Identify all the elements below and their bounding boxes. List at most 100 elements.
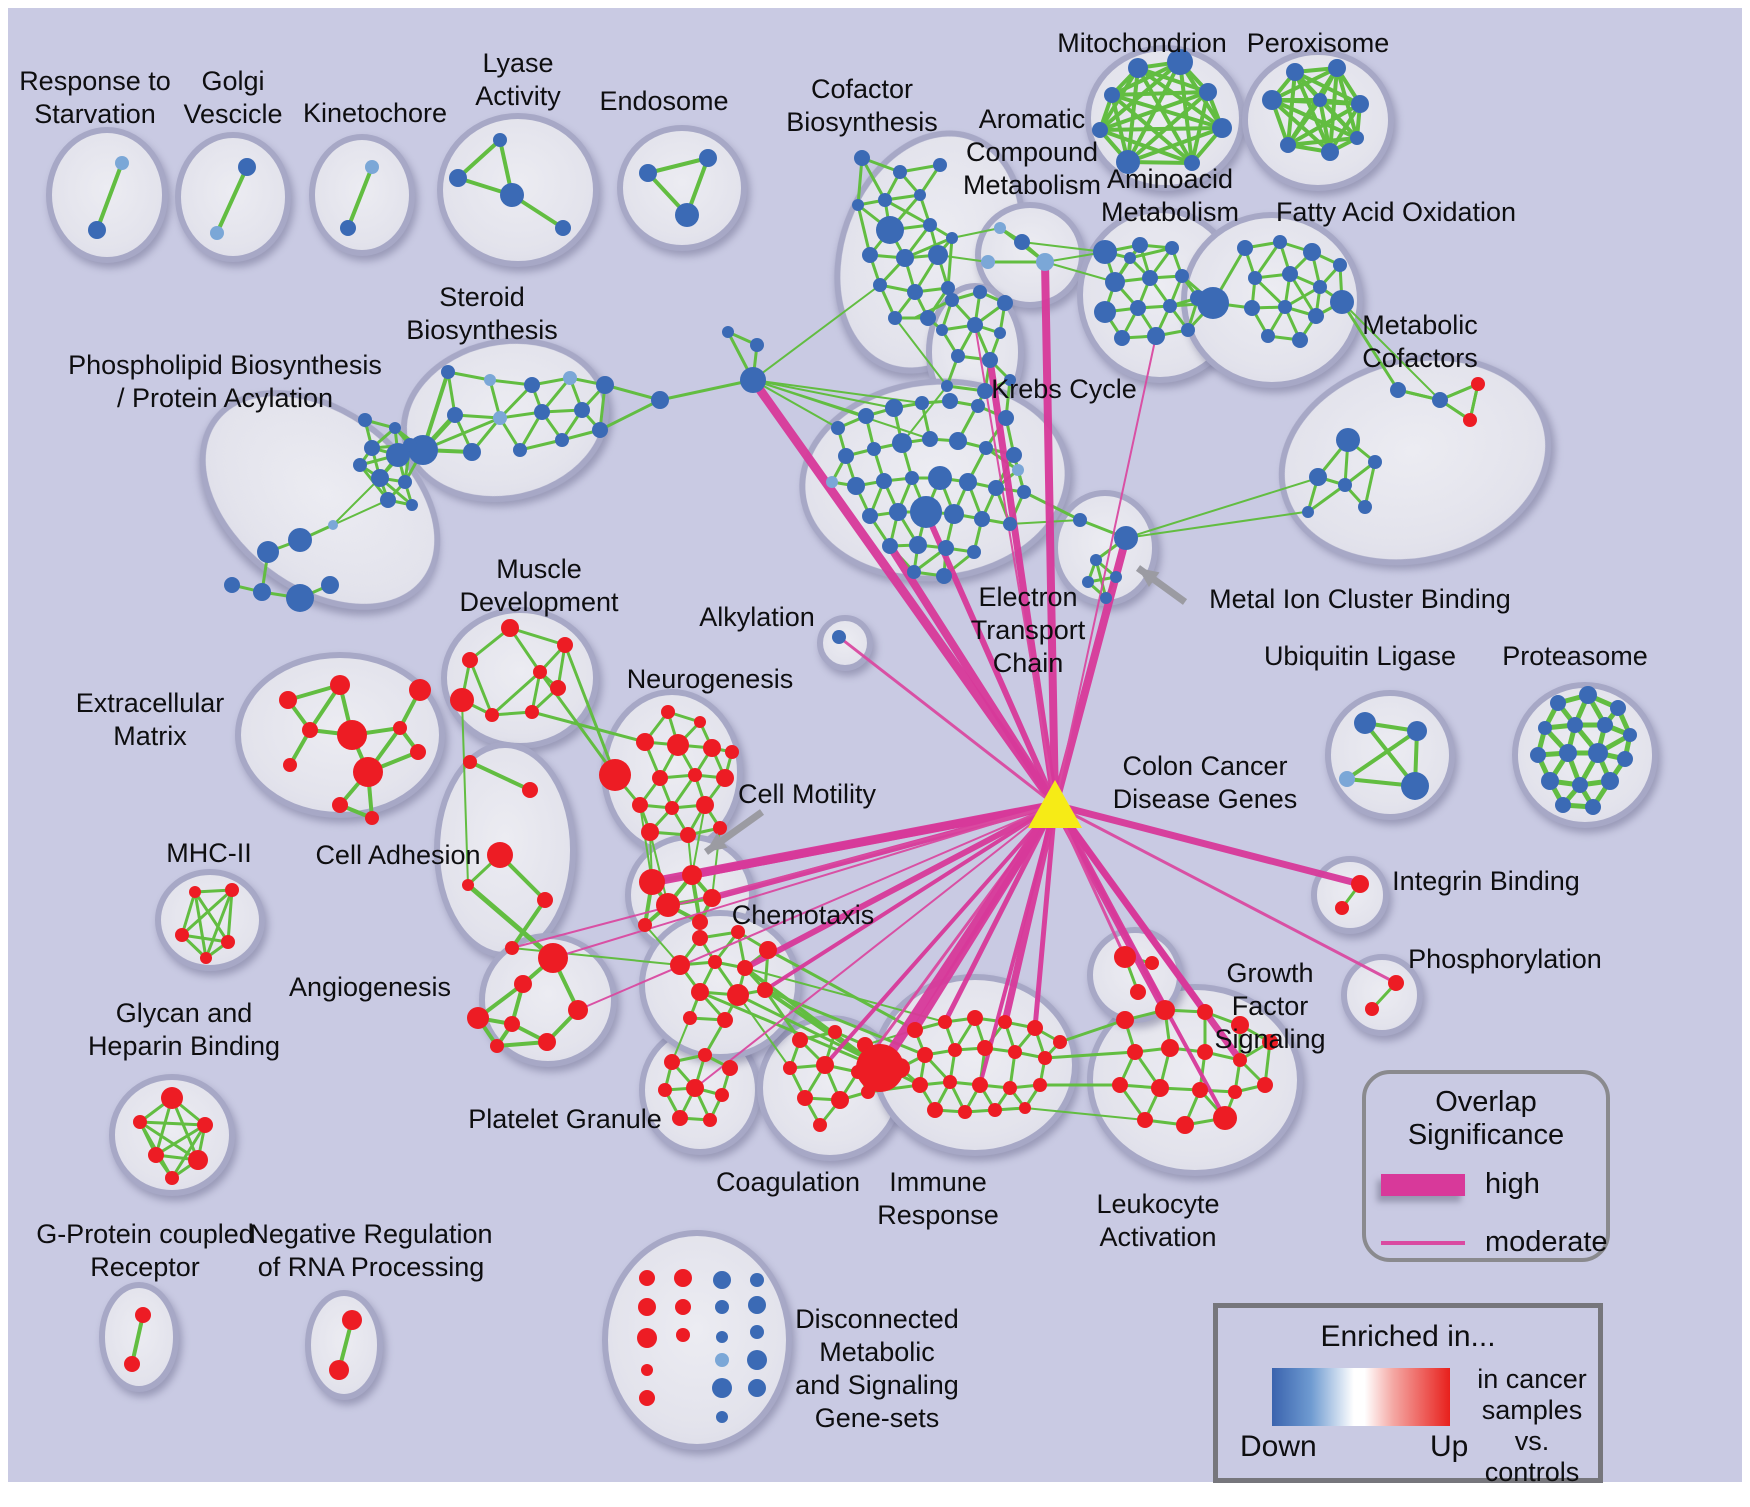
gene-set-node-kinetochore[interactable] (340, 220, 356, 236)
gene-set-node-immune-response[interactable] (977, 1040, 993, 1056)
gene-set-node-g-protein-coupled-receptor[interactable] (135, 1307, 151, 1323)
gene-set-node-phospholipid-protein-acylation[interactable] (406, 499, 418, 511)
gene-set-node-cell-adhesion[interactable] (463, 755, 477, 769)
gene-set-node-electron-transport-chain[interactable] (831, 421, 845, 435)
gene-set-node-mhc-ii[interactable] (225, 883, 239, 897)
gene-set-node-cell-motility[interactable] (703, 889, 721, 907)
gene-set-node-fatty-acid-oxidation[interactable] (1333, 258, 1347, 272)
gene-set-node-electron-transport-chain[interactable] (1012, 464, 1024, 476)
gene-set-node-mitochondrion[interactable] (1128, 58, 1148, 78)
gene-set-node-neurogenesis[interactable] (641, 823, 659, 841)
gene-set-node-immune-response[interactable] (943, 1075, 957, 1089)
gene-set-node-ubiquitin-ligase[interactable] (1407, 721, 1427, 741)
gene-set-node-chemotaxis[interactable] (727, 984, 749, 1006)
gene-set-node-mhc-ii[interactable] (221, 935, 235, 949)
gene-set-node-steroid-biosynthesis[interactable] (447, 407, 463, 423)
gene-set-node-proteasome[interactable] (1555, 797, 1571, 813)
gene-set-node-lyase-activity[interactable] (555, 220, 571, 236)
gene-set-node-cell-adhesion[interactable] (462, 879, 474, 891)
gene-set-node-response-to-starvation[interactable] (88, 221, 106, 239)
gene-set-node-proteasome[interactable] (1579, 686, 1597, 704)
gene-set-node-neurogenesis[interactable] (703, 739, 721, 757)
gene-set-node-chemotaxis[interactable] (708, 955, 722, 969)
gene-set-node-mitochondrion[interactable] (1167, 49, 1193, 75)
gene-set-node-angiogenesis[interactable] (490, 1039, 504, 1053)
gene-set-node-platelet-granule[interactable] (672, 1110, 688, 1126)
gene-set-node-extracellular-matrix[interactable] (353, 757, 383, 787)
gene-set-node-phospholipid-protein-acylation[interactable] (253, 583, 271, 601)
gene-set-node-extracellular-matrix[interactable] (337, 720, 367, 750)
gene-set-node-leukocyte-activation[interactable] (1161, 1039, 1179, 1057)
gene-set-node-angiogenesis[interactable] (504, 1016, 520, 1032)
gene-set-node-chemotaxis[interactable] (737, 960, 753, 976)
disease-genes-hub-triangle[interactable] (1028, 780, 1082, 828)
gene-set-node-aminoacid-metabolism[interactable] (1124, 252, 1136, 264)
gene-set-node-mitochondrion[interactable] (1104, 87, 1120, 103)
gene-set-node-leukocyte-activation[interactable] (1112, 1077, 1128, 1093)
gene-set-node-proteasome[interactable] (1610, 700, 1626, 716)
gene-set-node-angiogenesis[interactable] (538, 1033, 556, 1051)
gene-set-node-electron-transport-chain[interactable] (938, 540, 954, 556)
gene-set-node-immune-response[interactable] (927, 1102, 943, 1118)
gene-set-node-cofactor-biosynthesis[interactable] (878, 193, 892, 207)
gene-set-node-electron-transport-chain[interactable] (942, 393, 958, 409)
gene-set-node-platelet-granule[interactable] (715, 1088, 729, 1102)
gene-set-node-extracellular-matrix[interactable] (410, 744, 426, 760)
gene-set-node-aromatic-compound-metabolism[interactable] (981, 255, 995, 269)
gene-set-node-chemotaxis[interactable] (731, 925, 745, 939)
gene-set-node-disconnected-gene-sets[interactable] (713, 1271, 731, 1289)
gene-set-node-bridge-nodes[interactable] (750, 338, 764, 352)
gene-set-node-aminoacid-metabolism[interactable] (1181, 323, 1195, 337)
gene-set-node-electron-transport-chain[interactable] (909, 536, 927, 554)
gene-set-node-steroid-biosynthesis[interactable] (534, 404, 550, 420)
gene-set-node-steroid-biosynthesis[interactable] (555, 433, 569, 447)
gene-set-node-growth-factor-signaling[interactable] (1145, 956, 1159, 970)
gene-set-node-muscle-development[interactable] (533, 665, 547, 679)
gene-set-node-electron-transport-chain[interactable] (988, 480, 1004, 496)
gene-set-node-proteasome[interactable] (1559, 744, 1577, 762)
gene-set-node-coagulation[interactable] (797, 1090, 813, 1106)
gene-set-node-cofactor-biosynthesis[interactable] (862, 247, 878, 263)
gene-set-node-golgi-vescicle[interactable] (210, 226, 224, 240)
gene-set-node-metabolic-cofactors[interactable] (1336, 428, 1360, 452)
gene-set-node-aminoacid-metabolism[interactable] (1165, 241, 1179, 255)
gene-set-node-immune-response[interactable] (1008, 1045, 1022, 1059)
gene-set-node-electron-transport-chain[interactable] (915, 396, 929, 410)
gene-set-node-electron-transport-chain[interactable] (1003, 517, 1017, 531)
gene-set-node-metabolic-cofactors[interactable] (1302, 506, 1314, 518)
gene-set-node-negative-regulation-rna-processing[interactable] (342, 1310, 362, 1330)
gene-set-node-platelet-granule[interactable] (686, 1079, 704, 1097)
gene-set-node-disconnected-gene-sets[interactable] (748, 1296, 766, 1314)
gene-set-node-electron-transport-chain[interactable] (892, 433, 912, 453)
gene-set-node-neurogenesis[interactable] (667, 734, 689, 756)
gene-set-node-cofactor-biosynthesis[interactable] (854, 150, 870, 166)
gene-set-node-mitochondrion[interactable] (1212, 118, 1232, 138)
gene-set-node-krebs-cycle[interactable] (977, 383, 993, 399)
gene-set-node-electron-transport-chain[interactable] (928, 466, 952, 490)
gene-set-node-coagulation[interactable] (792, 1032, 808, 1048)
gene-set-node-angiogenesis[interactable] (538, 943, 568, 973)
gene-set-node-metabolic-cofactors[interactable] (1368, 455, 1382, 469)
gene-set-node-proteasome[interactable] (1541, 772, 1559, 790)
gene-set-node-peroxisome[interactable] (1280, 137, 1296, 153)
gene-set-node-immune-response[interactable] (998, 1015, 1012, 1029)
gene-set-node-neurogenesis[interactable] (694, 716, 706, 728)
gene-set-node-metabolic-cofactors[interactable] (1309, 468, 1327, 486)
gene-set-node-electron-transport-chain[interactable] (867, 442, 881, 456)
gene-set-node-immune-response[interactable] (856, 1044, 904, 1092)
gene-set-node-cofactor-biosynthesis[interactable] (893, 165, 907, 179)
gene-set-node-mitochondrion[interactable] (1116, 150, 1140, 174)
gene-set-node-electron-transport-chain[interactable] (949, 432, 967, 450)
gene-set-node-ubiquitin-ligase[interactable] (1339, 771, 1355, 787)
gene-set-node-immune-response[interactable] (917, 1047, 933, 1063)
gene-set-node-aminoacid-metabolism[interactable] (1093, 240, 1117, 264)
gene-set-node-neurogenesis[interactable] (716, 769, 734, 787)
gene-set-node-disconnected-gene-sets[interactable] (639, 1270, 655, 1286)
gene-set-node-metabolic-cofactors[interactable] (1471, 377, 1485, 391)
gene-set-node-aromatic-compound-metabolism[interactable] (994, 222, 1006, 234)
gene-set-node-immune-response[interactable] (938, 1015, 952, 1029)
gene-set-node-krebs-cycle[interactable] (994, 327, 1006, 339)
gene-set-node-angiogenesis[interactable] (568, 1000, 588, 1020)
gene-set-node-metal-ion-cluster-binding[interactable] (1090, 554, 1102, 566)
gene-set-node-electron-transport-chain[interactable] (967, 545, 981, 559)
